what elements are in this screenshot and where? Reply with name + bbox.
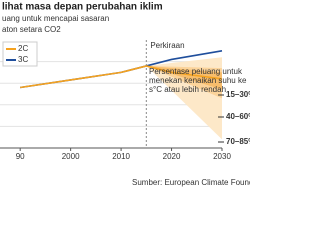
- chart-title: lihat masa depan perubahan iklim: [2, 2, 163, 13]
- legend-label: 3C: [18, 55, 28, 64]
- x-tick-label: 2010: [112, 152, 130, 161]
- legend-label: 2C: [18, 44, 28, 53]
- forecast-label: Perkiraan: [150, 41, 184, 50]
- band-label: 40–60%: [226, 112, 250, 121]
- series-line: [20, 65, 223, 89]
- x-tick-label: 2000: [62, 152, 80, 161]
- x-tick-label: 2030: [213, 152, 231, 161]
- source: Sumber: European Climate Foundation: [132, 178, 250, 187]
- annotation: menekan kenaikan suhu ke: [149, 76, 247, 85]
- annotation: s°C atau lebih rendah: [149, 85, 226, 94]
- annotation: Persentase peluang untuk: [149, 67, 243, 76]
- band-label: 15–30%: [226, 90, 250, 99]
- x-tick-label: 90: [16, 152, 25, 161]
- legend-box: [2, 41, 38, 67]
- band-label: 70–85%: [226, 137, 250, 146]
- subtitle: uang untuk mencapai sasaran: [2, 14, 109, 23]
- band: [146, 65, 222, 90]
- x-tick-label: 2020: [163, 152, 181, 161]
- subtitle: aton setara CO2: [2, 25, 61, 34]
